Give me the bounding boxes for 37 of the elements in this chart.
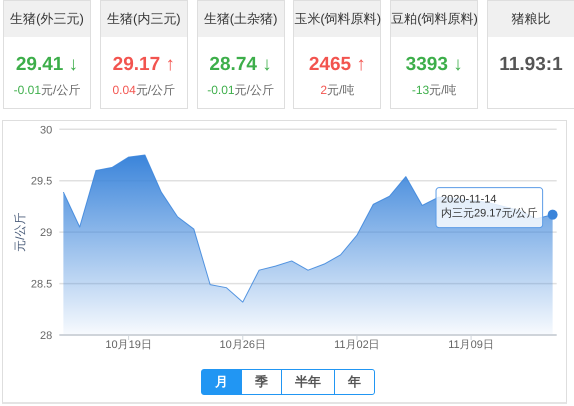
x-tick-label: 10月19日 bbox=[105, 339, 152, 351]
text: 元/吨 bbox=[429, 83, 457, 97]
text: 半年 bbox=[281, 369, 335, 395]
y-tick-label: 29.5 bbox=[30, 176, 52, 188]
text: 生猪(土杂猪) bbox=[198, 1, 284, 37]
text: -0.01 bbox=[207, 83, 235, 97]
text: 元/公斤 bbox=[234, 83, 274, 97]
text: 29.41 ↓ bbox=[14, 54, 80, 76]
text: 生猪(内三元) bbox=[100, 1, 187, 37]
text: -0.01 bbox=[14, 83, 41, 97]
text: 11.93:1 bbox=[498, 54, 564, 76]
text: 3393 ↓ bbox=[404, 54, 464, 76]
text: 2 bbox=[320, 83, 328, 97]
annotation: 2020-11-14 内三元29.17元/公斤 bbox=[441, 194, 538, 220]
x-tick-label: 11月09日 bbox=[448, 339, 494, 351]
text: 元/公斤 bbox=[41, 83, 80, 97]
text: 29.17 ↑ bbox=[112, 54, 176, 76]
text: 元/吨 bbox=[327, 83, 354, 97]
text: 28.74 ↓ bbox=[208, 54, 273, 76]
text: 豆粕(饲料原料) bbox=[391, 1, 478, 37]
y-axis-title: 元/公斤 bbox=[13, 212, 27, 252]
text: 2465 ↑ bbox=[308, 54, 367, 76]
text: 猪粮比 bbox=[488, 1, 574, 37]
x-tick-label: 11月02日 bbox=[334, 339, 380, 351]
text: 生猪(外三元) bbox=[4, 1, 90, 37]
text: 元/公斤 bbox=[136, 83, 176, 97]
text: 月 bbox=[201, 369, 242, 395]
text: 年 bbox=[334, 369, 375, 395]
text: 玉米(饲料原料) bbox=[294, 1, 382, 37]
text: -13 bbox=[412, 83, 430, 97]
text: 0.04 bbox=[112, 83, 136, 97]
text: 季 bbox=[241, 369, 282, 395]
y-tick-label: 28.5 bbox=[30, 278, 52, 291]
y-tick-label: 29 bbox=[40, 227, 52, 240]
y-tick-label: 30 bbox=[40, 124, 52, 136]
y-tick-label: 28 bbox=[40, 330, 52, 342]
x-tick-label: 10月26日 bbox=[220, 339, 266, 351]
